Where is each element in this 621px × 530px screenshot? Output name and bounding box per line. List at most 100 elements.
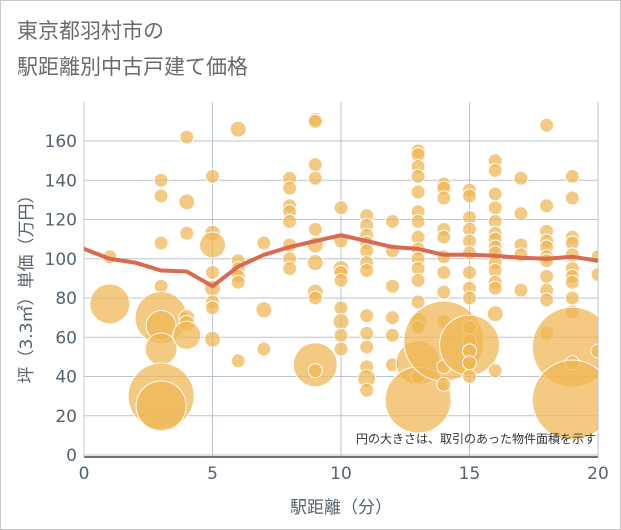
bubble-point bbox=[229, 120, 247, 138]
bubble-point bbox=[487, 280, 503, 296]
bubble-point bbox=[436, 190, 452, 206]
bubble-point bbox=[307, 170, 323, 186]
bubble-point bbox=[410, 272, 426, 288]
bubble-point bbox=[487, 200, 503, 216]
average-line-layer bbox=[84, 233, 598, 289]
bubble-point bbox=[256, 235, 272, 251]
bubble-point bbox=[333, 300, 349, 316]
bubble-point bbox=[436, 376, 452, 392]
bubble-point bbox=[153, 172, 169, 188]
bubble-point bbox=[436, 284, 452, 300]
bubble-point bbox=[282, 261, 298, 277]
y-tick-label: 80 bbox=[55, 289, 77, 309]
bubble-point bbox=[179, 225, 195, 241]
bubble-point bbox=[513, 206, 529, 222]
bubble-point bbox=[539, 292, 555, 308]
bubble-point bbox=[410, 294, 426, 310]
bubble-point bbox=[144, 332, 178, 366]
y-tick-label: 20 bbox=[55, 407, 77, 427]
bubble-point bbox=[564, 168, 580, 184]
bubble-point bbox=[564, 190, 580, 206]
bubble-point bbox=[462, 369, 477, 384]
bubble-point bbox=[199, 231, 226, 259]
x-tick-labels: 0 5 10 15 20 bbox=[79, 464, 609, 484]
bubble-point bbox=[205, 300, 220, 316]
y-tick-label: 60 bbox=[55, 328, 77, 348]
bubble-point bbox=[255, 301, 273, 319]
x-tick-label: 15 bbox=[459, 464, 481, 484]
bubble-point bbox=[172, 320, 202, 350]
y-axis-label: 坪（3.3㎡）単価（万円） bbox=[17, 186, 37, 383]
bubble-point bbox=[359, 382, 375, 398]
y-tick-label: 160 bbox=[45, 132, 77, 152]
bubble-point bbox=[359, 325, 375, 341]
x-tick-label: 10 bbox=[330, 464, 352, 484]
title-line-2: 駅距離別中古戸建て価格 bbox=[17, 55, 248, 79]
y-tick-labels: 0 20 40 60 80 100 120 140 160 bbox=[45, 132, 77, 466]
bubble-point bbox=[230, 353, 246, 369]
bubble-point bbox=[333, 327, 349, 343]
y-tick-label: 0 bbox=[66, 446, 77, 466]
bubble-point bbox=[230, 274, 246, 290]
y-tick-label: 140 bbox=[45, 171, 77, 191]
bubble-point bbox=[410, 184, 426, 200]
bubble-point bbox=[307, 113, 323, 129]
bubble-point bbox=[307, 157, 323, 173]
bubble-point bbox=[513, 170, 529, 186]
bubble-point bbox=[282, 213, 298, 229]
chart-title: 東京都羽村市の 駅距離別中古戸建て価格 bbox=[17, 13, 248, 85]
y-tick-label: 40 bbox=[55, 368, 77, 388]
bubble-point bbox=[487, 162, 503, 178]
bubble-point bbox=[359, 308, 375, 324]
bubble-point bbox=[89, 283, 131, 325]
bubble-point bbox=[332, 313, 350, 331]
bubble-point bbox=[359, 263, 375, 279]
bubble-point bbox=[307, 290, 323, 306]
bubble-point bbox=[436, 229, 452, 245]
bubble-point bbox=[333, 272, 349, 288]
average-price-line bbox=[84, 233, 598, 289]
bubble-point bbox=[513, 282, 529, 298]
bubble-point bbox=[384, 310, 400, 326]
bubble-point bbox=[462, 188, 477, 204]
bubble-point bbox=[436, 264, 452, 280]
x-tick-label: 0 bbox=[79, 464, 90, 484]
bubble-point bbox=[359, 339, 375, 355]
bubble-layer bbox=[89, 111, 598, 441]
bubble-point bbox=[204, 330, 221, 348]
x-tick-label: 20 bbox=[587, 464, 609, 484]
bubble-point bbox=[384, 213, 400, 229]
bubble-point bbox=[256, 341, 272, 357]
bubble-point bbox=[384, 327, 400, 343]
bubble-point bbox=[410, 168, 426, 184]
bubble-point bbox=[590, 343, 598, 359]
bubble-point bbox=[205, 264, 220, 280]
bubble-point bbox=[462, 264, 477, 280]
bubble-point bbox=[306, 254, 324, 272]
bubble-point bbox=[486, 305, 504, 323]
bubble-point bbox=[205, 168, 220, 184]
bubble-point bbox=[410, 213, 426, 229]
bubble-point bbox=[590, 266, 598, 282]
bubble-point bbox=[307, 221, 323, 237]
bubble-point bbox=[487, 363, 503, 379]
bubble-point bbox=[178, 193, 196, 211]
y-tick-label: 100 bbox=[45, 250, 77, 270]
bubble-point bbox=[135, 380, 187, 432]
bubble-point bbox=[384, 278, 400, 294]
bubble-point bbox=[531, 359, 598, 441]
bubble-point bbox=[462, 290, 477, 306]
bubble-point bbox=[539, 268, 555, 284]
bubble-point bbox=[307, 363, 323, 379]
size-note: 円の大きさは、取引のあった物件面積を示す bbox=[356, 431, 596, 446]
bubble-point bbox=[564, 274, 580, 290]
title-line-1: 東京都羽村市の bbox=[17, 19, 164, 43]
bubble-point bbox=[153, 235, 169, 251]
bubble-point bbox=[333, 200, 349, 216]
bubble-point bbox=[487, 186, 503, 202]
y-tick-label: 120 bbox=[45, 211, 77, 231]
bubble-point bbox=[179, 129, 195, 145]
bubble-point bbox=[462, 355, 477, 371]
bubble-point bbox=[564, 290, 580, 306]
